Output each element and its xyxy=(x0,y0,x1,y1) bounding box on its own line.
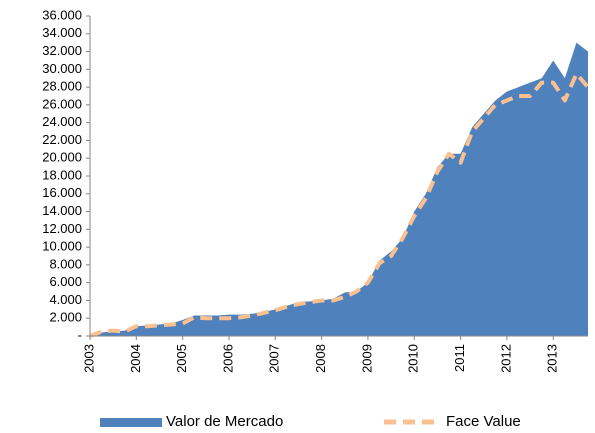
line xyxy=(89,71,590,338)
y-tick-label: 32.000 xyxy=(42,43,82,58)
y-tick-label: 24.000 xyxy=(42,114,82,129)
y-tick-label: 16.000 xyxy=(42,185,82,200)
y-tick-label: 28.000 xyxy=(42,79,82,94)
y-tick-label: 34.000 xyxy=(42,25,82,40)
x-tick-label: 2011 xyxy=(452,344,467,372)
y-tick-label: 36.000 xyxy=(42,7,82,22)
x-tick-label: 2003 xyxy=(81,344,96,373)
x-tick-label: 2010 xyxy=(406,344,421,373)
legend-label: Face Value xyxy=(446,413,521,430)
y-tick-label: 4.000 xyxy=(49,292,82,307)
y-tick-label: 30.000 xyxy=(42,61,82,76)
y-tick-label: 12.000 xyxy=(42,221,82,236)
area xyxy=(90,42,588,337)
x-tick-label: 2004 xyxy=(128,344,143,373)
legend-label: Valor de Mercado xyxy=(166,413,283,430)
x-tick-label: 2009 xyxy=(359,344,374,373)
x-tick-label: 2007 xyxy=(267,344,282,373)
y-tick-label: 18.000 xyxy=(42,167,82,182)
y-tick-label: - xyxy=(78,327,82,342)
x-tick-label: 2012 xyxy=(498,344,513,373)
y-tick-label: 8.000 xyxy=(49,256,82,271)
x-tick-label: 2013 xyxy=(545,344,560,373)
y-tick-label: 10.000 xyxy=(42,239,82,254)
y-tick-label: 22.000 xyxy=(42,132,82,147)
y-tick-label: 20.000 xyxy=(42,150,82,165)
y-tick-label: 14.000 xyxy=(42,203,82,218)
y-tick-label: 6.000 xyxy=(49,274,82,289)
x-tick-label: 2006 xyxy=(220,344,235,373)
y-tick-label: 26.000 xyxy=(42,96,82,111)
x-tick-label: 2008 xyxy=(313,344,328,373)
legend-swatch xyxy=(100,418,162,427)
y-tick-label: 2.000 xyxy=(49,310,82,325)
x-tick-label: 2005 xyxy=(174,344,189,373)
